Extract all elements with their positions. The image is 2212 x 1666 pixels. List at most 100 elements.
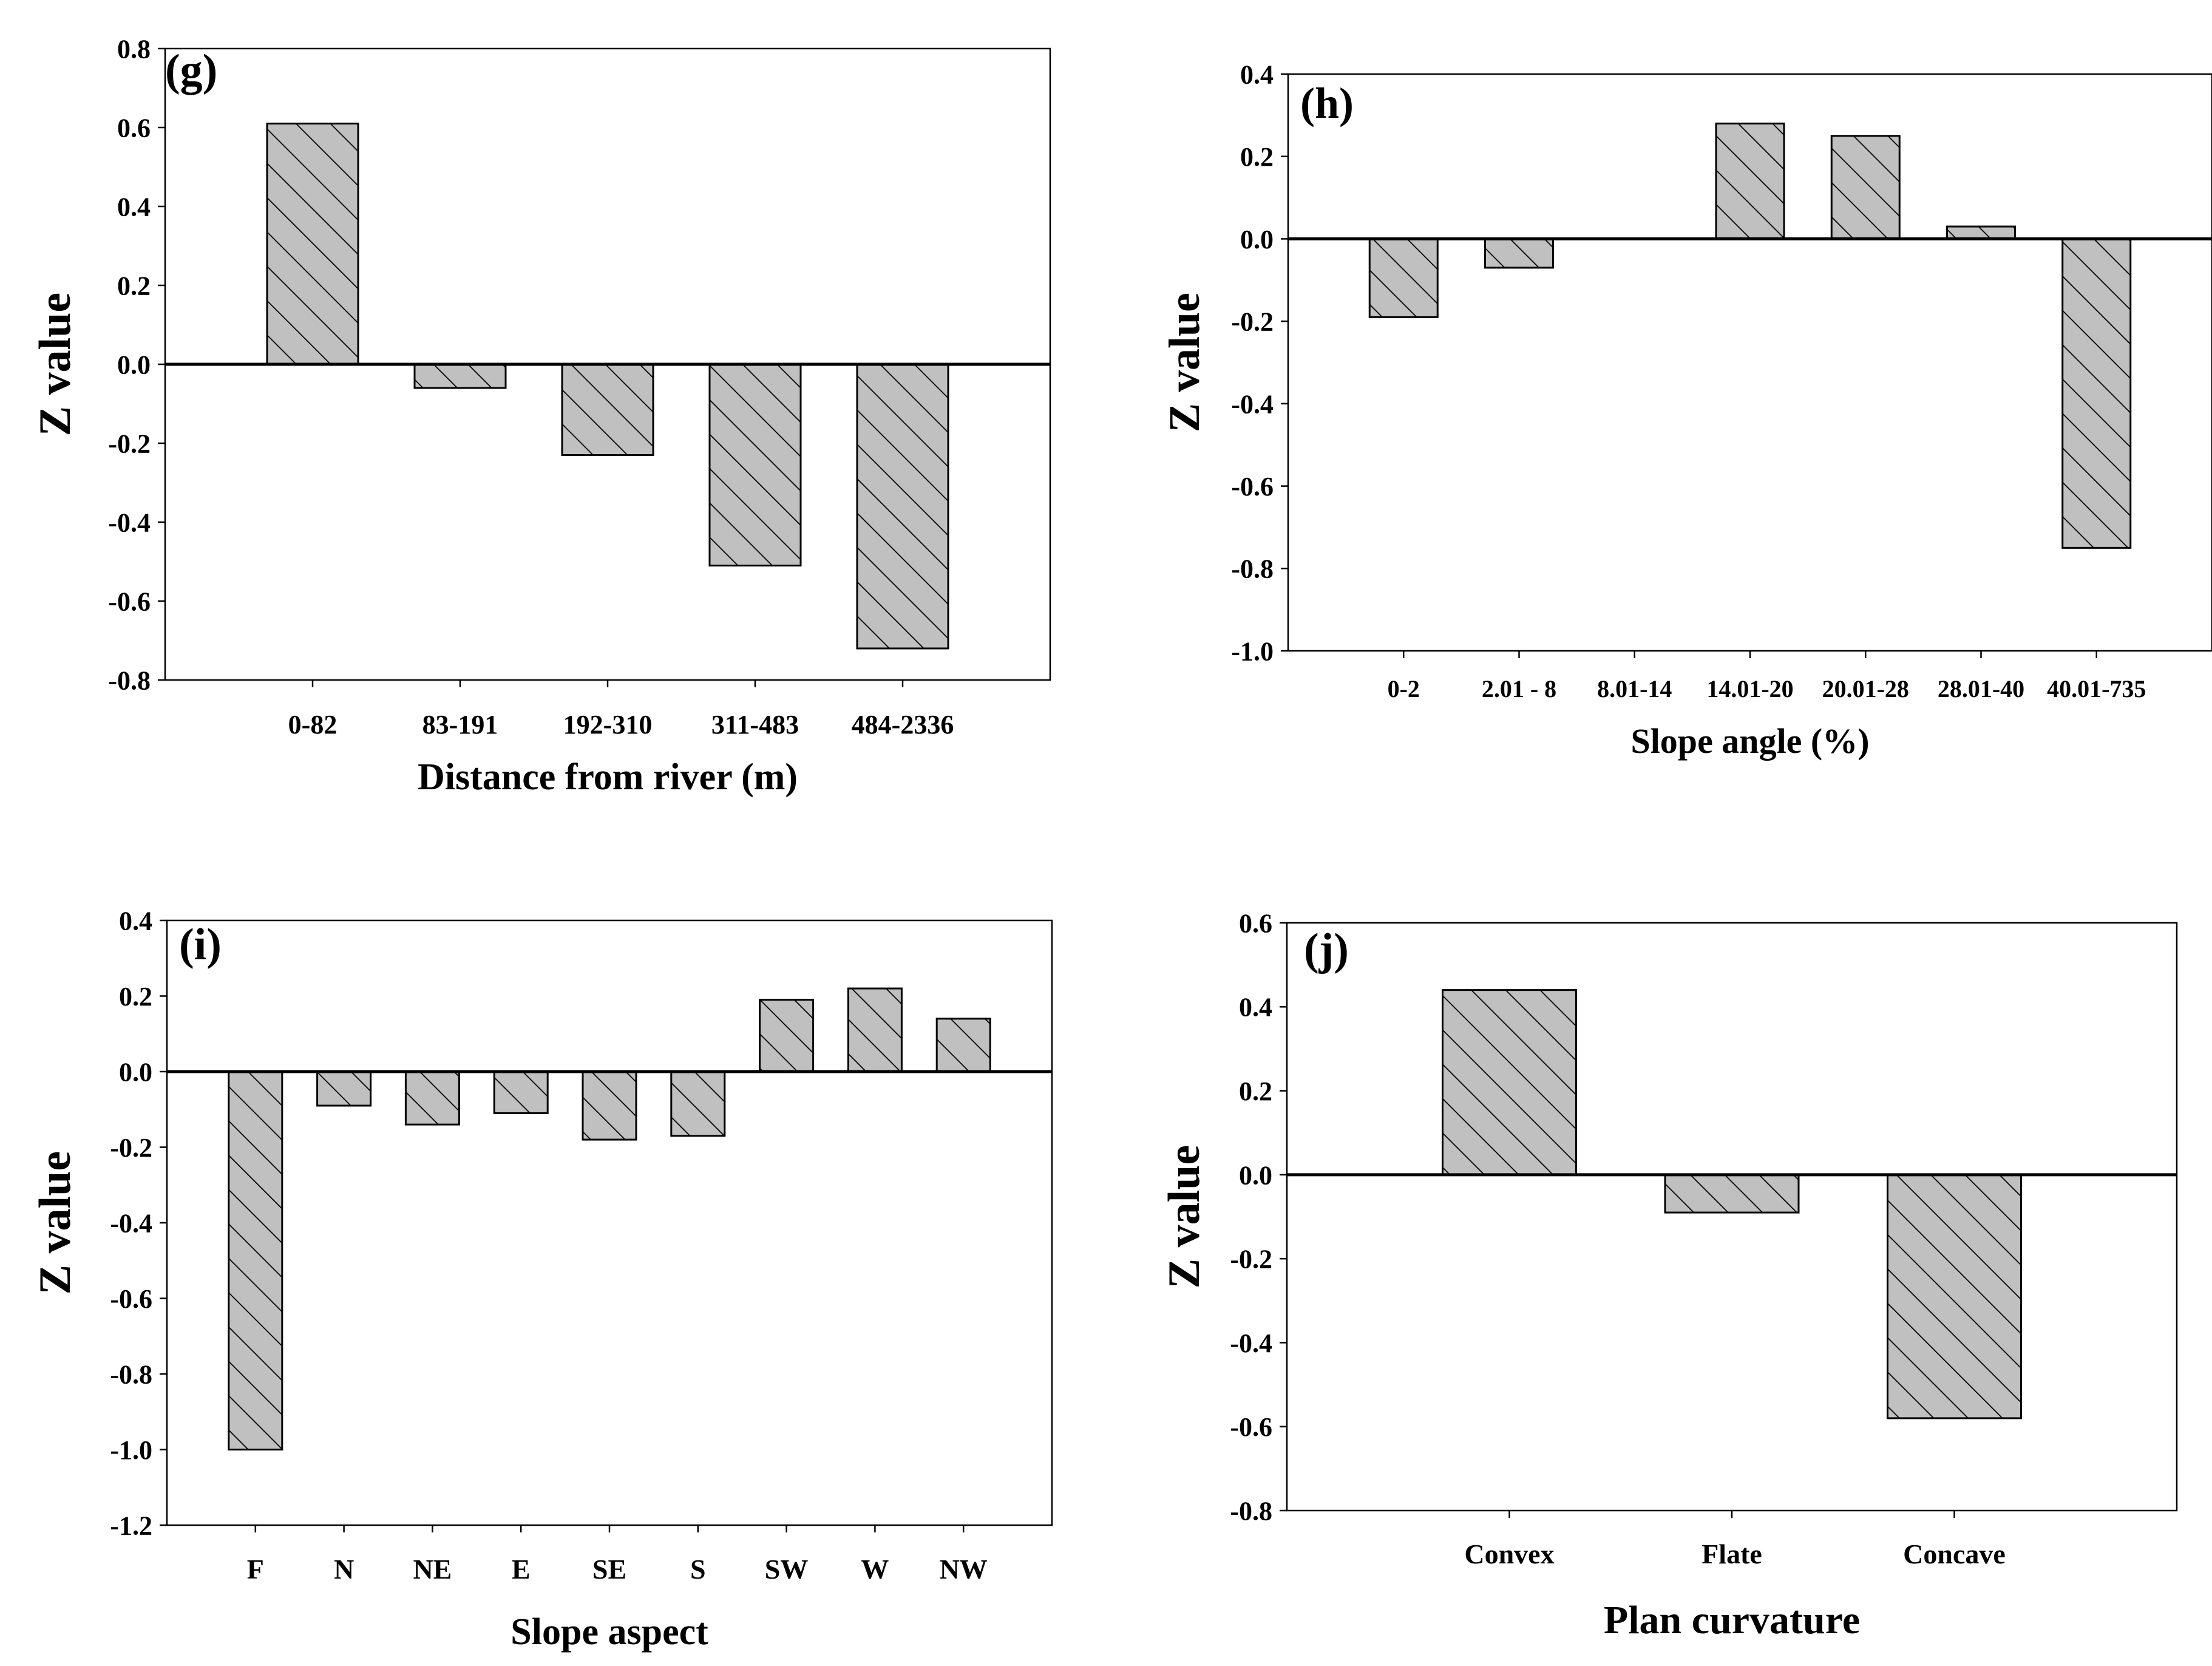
ytick-label: -0.8 xyxy=(1230,1496,1272,1526)
panel-label: (g) xyxy=(165,46,217,95)
plot-area xyxy=(160,919,1053,1532)
bar xyxy=(1442,989,1577,1176)
x-axis-title: Plan curvature xyxy=(1604,1598,1860,1642)
ytick-label: -1.0 xyxy=(110,1435,152,1465)
xtick-label: 311-483 xyxy=(711,710,799,739)
ytick-label: -0.8 xyxy=(1231,554,1274,584)
bar xyxy=(1946,225,2016,240)
ytick-label: 0.4 xyxy=(1239,993,1272,1022)
bar xyxy=(1484,237,1554,269)
xtick-label: SW xyxy=(765,1554,809,1585)
xtick-label: Concave xyxy=(1903,1538,2006,1569)
y-axis-title: Z value xyxy=(1160,293,1209,432)
ytick-label: -0.6 xyxy=(1231,472,1274,501)
ytick-label: -0.2 xyxy=(1231,307,1274,337)
bar xyxy=(561,363,654,456)
bar xyxy=(404,1070,460,1126)
xtick-label: Flate xyxy=(1701,1538,1762,1569)
ytick-label: -0.4 xyxy=(1231,389,1274,419)
plot-area xyxy=(1280,922,2178,1518)
ytick-label: -0.4 xyxy=(108,508,151,537)
x-axis-title: Slope aspect xyxy=(511,1611,708,1653)
xtick-label: W xyxy=(861,1554,889,1585)
xtick-label: F xyxy=(247,1554,264,1585)
ytick-label: 0.2 xyxy=(119,982,152,1011)
ytick-label: -0.6 xyxy=(110,1284,152,1314)
xtick-label: 192-310 xyxy=(563,710,653,739)
y-axis-title: Z value xyxy=(1159,1145,1209,1288)
xtick-label: 0-82 xyxy=(288,710,338,739)
bar xyxy=(1830,135,1901,240)
xtick-label: NE xyxy=(413,1554,452,1585)
bar xyxy=(582,1070,637,1141)
x-axis-title: Distance from river (m) xyxy=(418,756,798,798)
panel-label: (h) xyxy=(1300,79,1354,127)
ytick-label: -0.4 xyxy=(110,1208,152,1238)
chart-panel-i: 0.4 0.2 0.0 -0.2 -0.4 -0.6 -0.8 -1.0 -1.… xyxy=(0,862,1056,1666)
ytick-label: -1.2 xyxy=(110,1511,152,1540)
bar xyxy=(847,987,903,1073)
xtick-label: Convex xyxy=(1464,1538,1554,1569)
plot-frame xyxy=(166,919,1053,1526)
ytick-label: 0.2 xyxy=(117,271,151,301)
bar xyxy=(1664,1174,1800,1214)
bar xyxy=(2061,237,2132,549)
ytick-label: -0.2 xyxy=(108,429,151,458)
ytick-label: 0.8 xyxy=(117,34,151,64)
bar xyxy=(413,363,507,389)
xtick-label: 484-2336 xyxy=(852,710,954,739)
xtick-label: 28.01-40 xyxy=(1938,675,2024,702)
ytick-label: 0.4 xyxy=(117,192,151,222)
bar xyxy=(670,1070,726,1137)
bar xyxy=(493,1070,549,1114)
xtick-label: S xyxy=(690,1554,706,1585)
ytick-label: 0.0 xyxy=(119,1057,152,1087)
y-axis-title: Z value xyxy=(30,1151,80,1294)
panel-label: (j) xyxy=(1304,925,1349,974)
bar xyxy=(759,999,815,1073)
ytick-label: 0.6 xyxy=(1239,908,1272,938)
xtick-label: 20.01-28 xyxy=(1822,675,1909,702)
xtick-label: 83-191 xyxy=(422,710,498,739)
plot-area xyxy=(1281,73,2212,658)
ytick-label: -0.4 xyxy=(1230,1328,1272,1358)
chart-panel-h: 0.4 0.2 0.0 -0.2 -0.4 -0.6 -0.8 -1.0 0-2… xyxy=(1111,0,2212,801)
bar xyxy=(935,1018,991,1073)
plot-frame xyxy=(1286,922,2178,1512)
chart-panel-g: 0.8 0.6 0.4 0.2 0.0 -0.2 -0.4 -0.6 -0.8 … xyxy=(0,0,1056,801)
bar xyxy=(266,123,359,365)
chart-panel-j: 0.6 0.4 0.2 0.0 -0.2 -0.4 -0.6 -0.8 Conv… xyxy=(1111,862,2212,1666)
ytick-label: -0.6 xyxy=(108,586,151,616)
bar xyxy=(1887,1174,2022,1420)
ytick-label: 0.6 xyxy=(117,113,151,143)
ytick-label: -0.8 xyxy=(110,1359,152,1389)
y-axis-title: Z value xyxy=(30,293,80,436)
ytick-label: -0.6 xyxy=(1230,1412,1272,1442)
xtick-label: NW xyxy=(940,1554,988,1585)
ytick-label: 0.2 xyxy=(1240,142,1274,172)
xtick-label: N xyxy=(334,1554,354,1585)
bar xyxy=(316,1070,372,1107)
bar xyxy=(708,363,802,566)
bar xyxy=(1368,237,1439,318)
ytick-label: 0.4 xyxy=(1240,59,1274,89)
bar xyxy=(856,363,949,650)
xtick-label: 2.01 - 8 xyxy=(1482,675,1556,702)
panel-label: (i) xyxy=(179,920,222,970)
xtick-label: 14.01-20 xyxy=(1706,675,1793,702)
bar xyxy=(228,1070,283,1450)
bar xyxy=(1715,122,1785,240)
ytick-label: -0.8 xyxy=(108,665,151,695)
ytick-label: -0.2 xyxy=(110,1133,152,1163)
xtick-label: 40.01-735 xyxy=(2047,675,2146,702)
ytick-label: 0.2 xyxy=(1239,1076,1272,1106)
xtick-label: 0-2 xyxy=(1388,675,1420,702)
xtick-label: 8.01-14 xyxy=(1597,675,1672,702)
ytick-label: 0.0 xyxy=(117,350,151,379)
ytick-label: -0.2 xyxy=(1230,1245,1272,1274)
x-axis-title: Slope angle (%) xyxy=(1630,721,1869,761)
ytick-label: 0.4 xyxy=(119,906,152,936)
xtick-label: E xyxy=(512,1554,531,1585)
ytick-label: 0.0 xyxy=(1240,225,1274,254)
